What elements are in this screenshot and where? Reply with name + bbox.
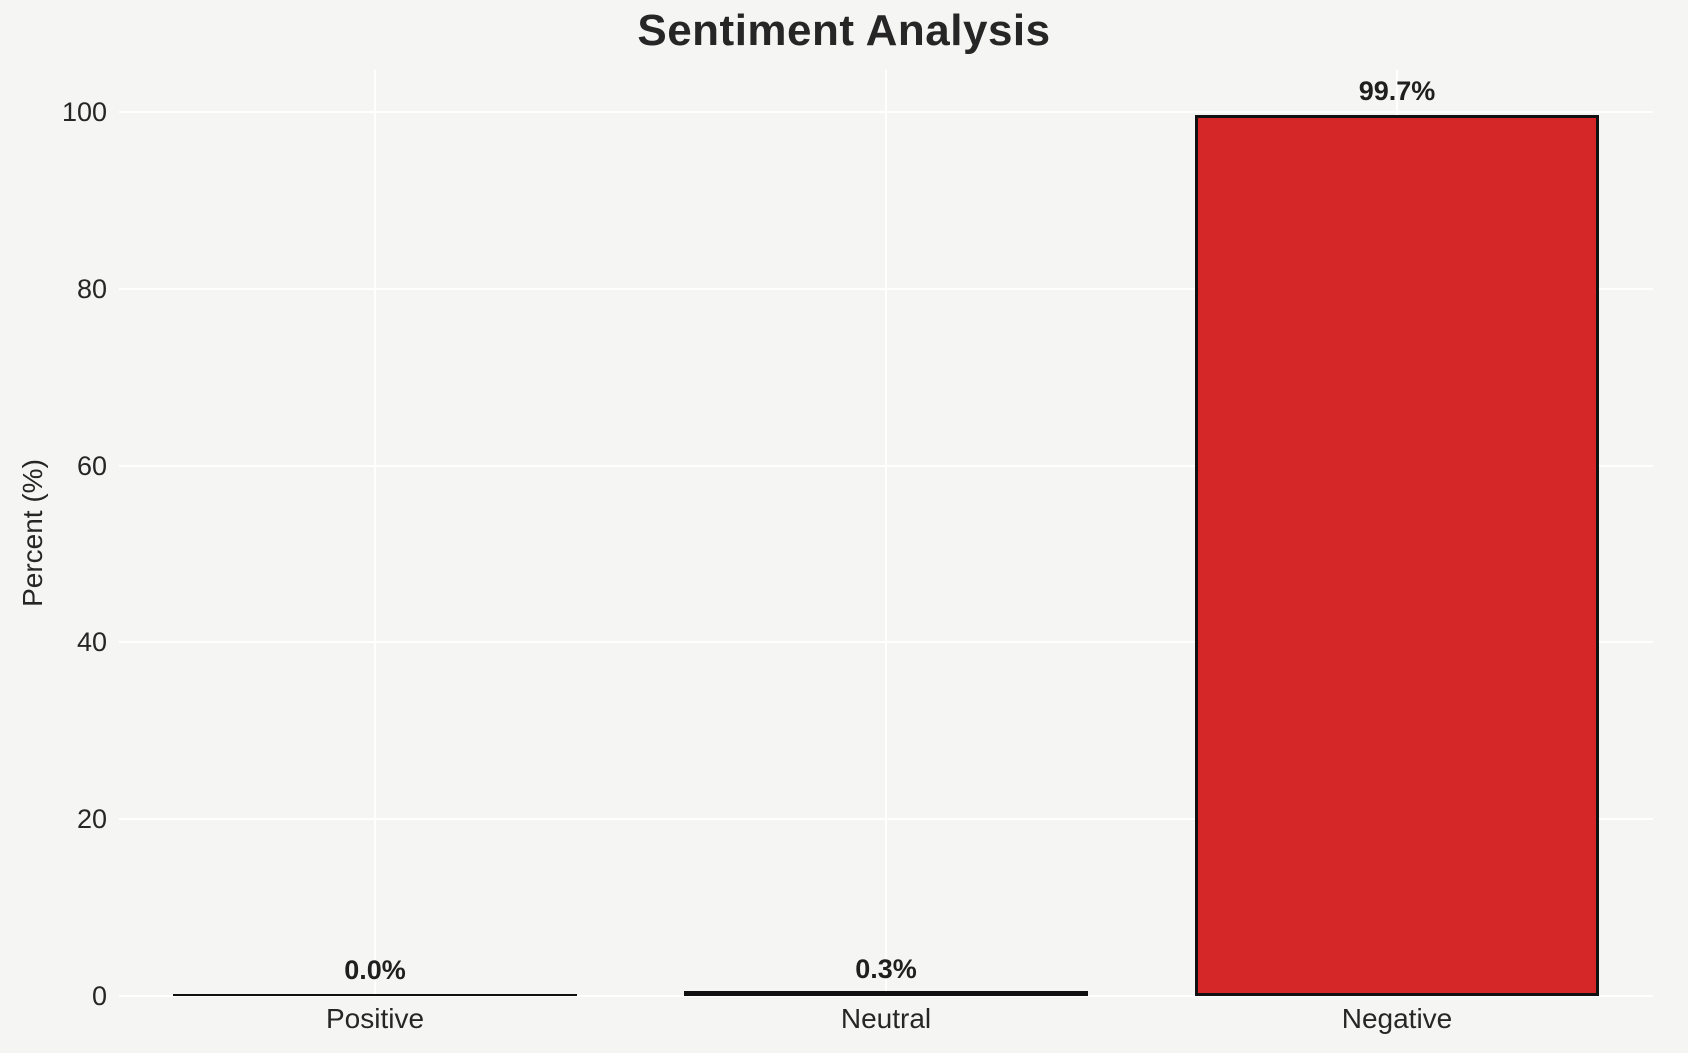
x-tick-label-positive: Positive	[325, 1003, 425, 1034]
y-tick-label: 100	[61, 97, 107, 127]
gridline-h	[119, 995, 1653, 997]
plot-area: 0.0% 0.3% 99.7%	[119, 70, 1653, 997]
x-tick-label-negative: Negative	[1341, 1003, 1453, 1034]
chart-title: Sentiment Analysis	[637, 6, 1051, 55]
value-label-positive: 0.0%	[344, 955, 406, 985]
y-tick-label: 60	[76, 450, 107, 481]
gridline-v	[885, 70, 887, 996]
value-label-neutral: 0.3%	[855, 954, 917, 984]
y-tick-label: 20	[76, 804, 107, 835]
y-tick-label: 40	[76, 627, 107, 658]
gridline-v	[373, 70, 376, 996]
bar-positive	[173, 994, 577, 996]
value-label-negative: 99.7%	[1358, 76, 1436, 106]
x-tick-label-neutral: Neutral	[840, 1003, 932, 1034]
y-tick-label: 0	[91, 981, 107, 1011]
bar-negative	[1195, 115, 1599, 996]
y-tick-label: 80	[76, 273, 107, 304]
bar-neutral	[684, 991, 1088, 996]
